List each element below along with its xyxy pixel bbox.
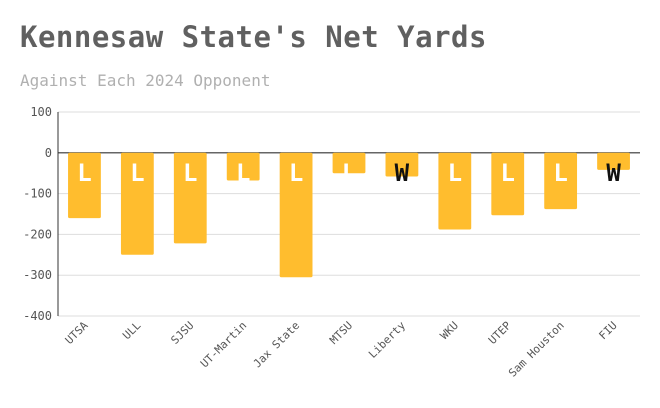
x-tick-label: SJSU — [168, 319, 196, 347]
result-label: L — [183, 159, 197, 187]
bar-fiu — [597, 152, 630, 170]
result-label: L — [501, 159, 515, 187]
result-label: L — [448, 159, 462, 187]
result-label: L — [130, 159, 144, 187]
y-tick-label: -100 — [23, 187, 52, 201]
result-label: W — [606, 159, 621, 187]
bar-utsa — [68, 152, 101, 219]
result-label: L — [77, 159, 91, 187]
y-tick-label: -200 — [23, 227, 52, 241]
x-tick-label: Liberty — [366, 319, 408, 361]
x-tick-label: FIU — [596, 319, 619, 342]
result-label: L — [289, 159, 303, 187]
result-label: L — [553, 159, 567, 187]
bar-sjsu — [173, 152, 207, 244]
bar-jax-state — [279, 152, 313, 278]
x-tick-label: UT-Martin — [198, 319, 249, 370]
x-tick-label: MTSU — [327, 319, 355, 347]
bar-utep — [491, 152, 525, 216]
bar-ull — [120, 152, 154, 255]
x-tick-label: WKU — [438, 319, 461, 342]
bar-mtsu — [332, 152, 366, 174]
bar-ut-martin — [226, 152, 260, 181]
y-tick-label: 0 — [45, 146, 52, 160]
bar-liberty — [385, 152, 419, 177]
x-tick-label: UTSA — [63, 319, 91, 347]
result-label: L — [342, 159, 356, 187]
result-label: L — [236, 159, 250, 187]
x-tick-label: ULL — [120, 319, 144, 343]
result-label: W — [395, 159, 410, 187]
y-tick-label: -300 — [23, 268, 52, 282]
chart-subtitle: Against Each 2024 Opponent — [20, 71, 271, 90]
bar-wku — [438, 152, 472, 230]
x-tick-label: Jax State — [251, 319, 302, 370]
x-tick-label: UTEP — [486, 319, 514, 347]
y-tick-label: 100 — [30, 105, 52, 119]
y-tick-label: -400 — [23, 309, 52, 323]
bar-sam-houston — [544, 152, 578, 210]
chart-title: Kennesaw State's Net Yards — [20, 20, 487, 54]
x-tick-label: Sam Houston — [506, 319, 567, 380]
